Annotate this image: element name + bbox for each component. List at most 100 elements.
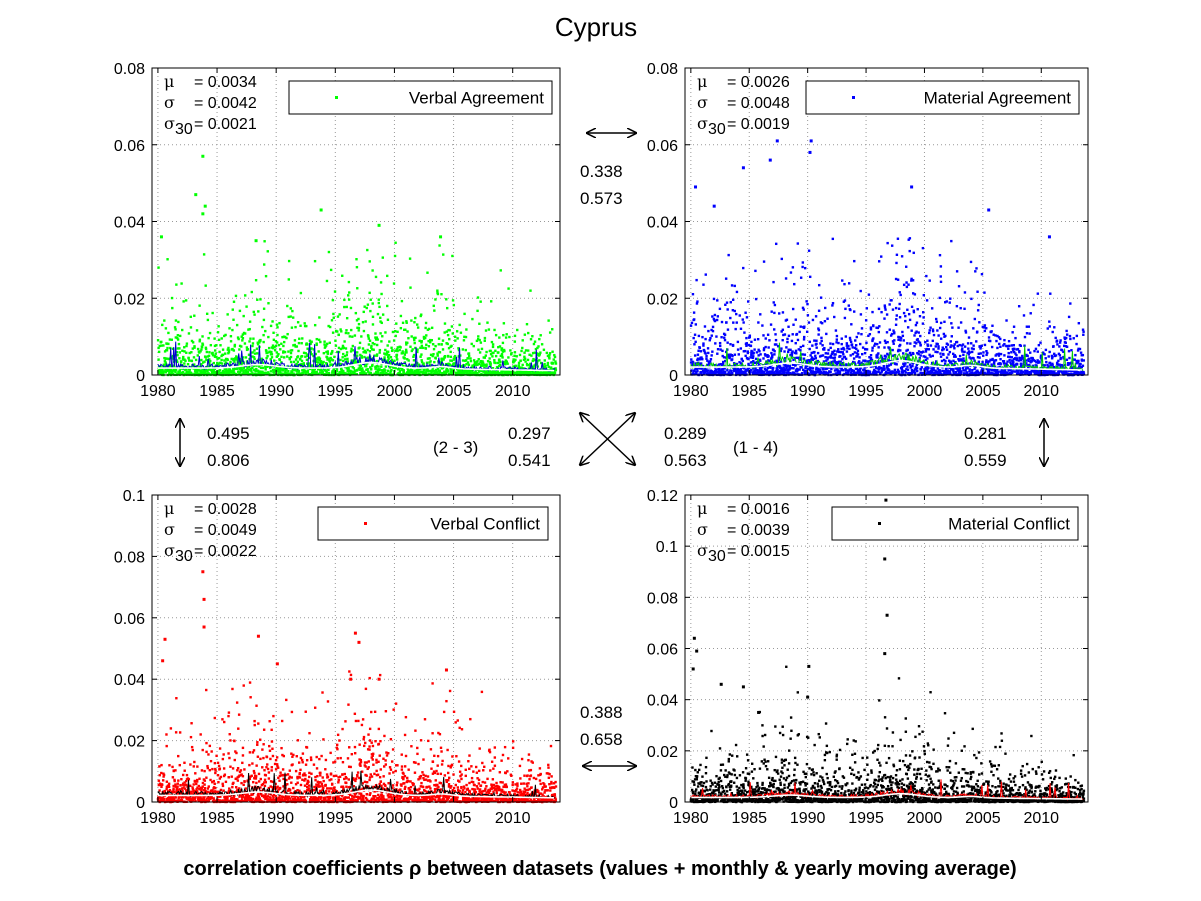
data-point (192, 356, 196, 359)
data-point (852, 369, 856, 373)
data-point (905, 368, 908, 371)
data-point (891, 348, 894, 352)
data-point (887, 364, 891, 367)
data-point (358, 361, 361, 364)
data-point (814, 354, 817, 357)
data-point (932, 368, 935, 372)
data-point (375, 343, 379, 347)
data-point (725, 321, 728, 324)
data-point (819, 296, 823, 299)
data-point (975, 340, 978, 343)
data-point (234, 367, 237, 371)
data-point (538, 353, 542, 356)
data-point (995, 353, 998, 356)
data-point (291, 316, 295, 319)
data-point (481, 361, 484, 365)
data-point (780, 330, 783, 333)
data-point (1082, 330, 1085, 333)
data-point (212, 361, 216, 365)
data-point (451, 332, 454, 335)
data-point (374, 338, 378, 341)
data-point (248, 340, 251, 343)
data-point (385, 353, 388, 356)
data-point (1039, 354, 1043, 357)
data-point (425, 343, 428, 346)
data-point (997, 354, 1001, 357)
data-point (773, 343, 777, 346)
data-point (401, 351, 404, 355)
data-point (757, 321, 760, 324)
data-point (549, 366, 553, 369)
data-point (892, 371, 895, 374)
data-point (301, 371, 305, 375)
data-point (738, 314, 741, 317)
data-point (227, 346, 230, 350)
data-point (494, 349, 497, 352)
data-point (721, 349, 724, 353)
data-point (428, 327, 431, 331)
data-point (983, 326, 986, 329)
data-point (945, 345, 948, 349)
data-point (908, 371, 911, 375)
data-point (880, 310, 883, 314)
data-point (273, 368, 276, 371)
data-point (178, 371, 181, 374)
data-point (817, 333, 820, 336)
data-point (297, 369, 301, 373)
data-point (204, 346, 208, 349)
data-point (895, 253, 899, 256)
data-point (541, 372, 544, 375)
data-point (743, 370, 747, 373)
data-point (365, 372, 368, 375)
data-point (457, 370, 461, 374)
data-point (848, 363, 852, 366)
data-point (771, 366, 775, 370)
data-point (382, 372, 385, 375)
data-point (756, 371, 760, 374)
data-point (930, 370, 934, 373)
data-point (548, 357, 551, 360)
data-point (213, 349, 217, 352)
data-point (318, 365, 322, 369)
data-point (225, 369, 228, 373)
data-point (349, 350, 353, 353)
data-point (949, 297, 952, 300)
data-point (901, 330, 904, 334)
data-point (779, 371, 782, 374)
data-point (807, 321, 811, 324)
data-point (431, 354, 434, 358)
data-point (432, 347, 436, 351)
data-point (175, 283, 178, 286)
data-point (786, 368, 790, 372)
data-point (986, 351, 989, 355)
data-point (524, 349, 528, 352)
data-point (258, 365, 261, 368)
data-point (241, 356, 245, 359)
data-point (325, 370, 328, 374)
data-point (723, 333, 727, 336)
data-point (709, 336, 712, 340)
data-point (247, 368, 251, 371)
data-point (306, 347, 309, 350)
data-point (753, 369, 757, 372)
data-point (999, 337, 1002, 341)
data-point (943, 373, 946, 376)
data-point (445, 370, 448, 373)
data-point (417, 363, 421, 366)
data-point (697, 334, 701, 338)
data-point (346, 368, 350, 372)
data-point (787, 348, 790, 351)
data-point (174, 370, 177, 374)
data-point (538, 337, 541, 341)
data-point (181, 349, 184, 352)
data-point (189, 371, 192, 374)
data-point (753, 361, 757, 365)
data-point (924, 358, 927, 362)
data-point (725, 301, 729, 304)
data-point (1046, 327, 1049, 330)
data-point (781, 328, 785, 331)
data-point (199, 365, 203, 368)
data-point (319, 371, 322, 374)
data-point (437, 337, 441, 340)
data-point (246, 372, 250, 376)
